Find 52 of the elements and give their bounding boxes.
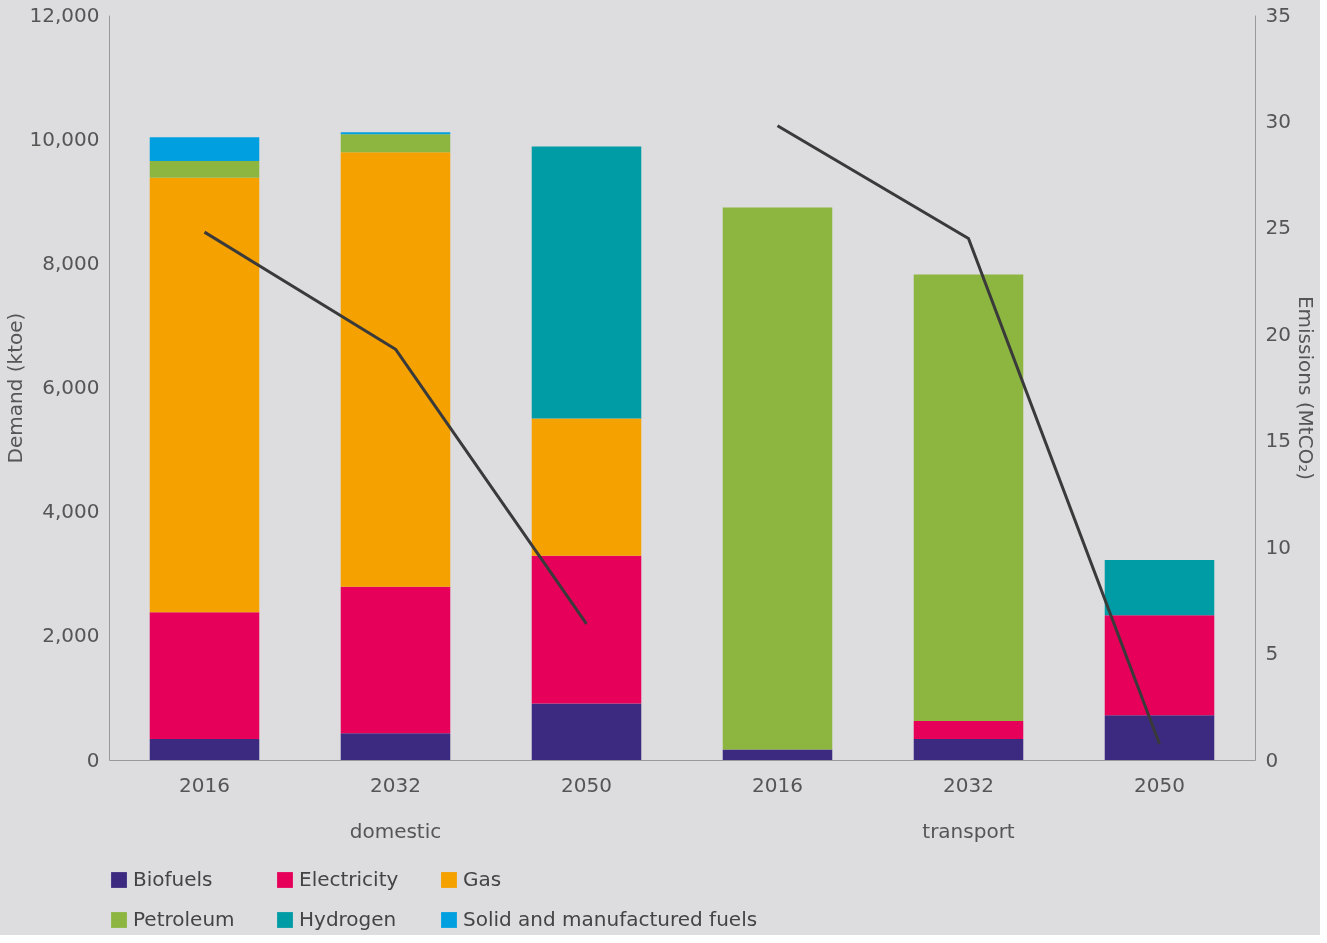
text: domestic [349,819,442,843]
y-tick-label: 8,000 [42,250,100,275]
y2-tick-label: 15 [1265,428,1291,453]
x-tick-label: 2016 [179,772,230,797]
bar [1104,715,1215,760]
y-tick-label: 6,000 [42,375,100,399]
legend-label: Hydrogen [299,907,397,931]
bar [531,555,642,704]
bar [149,160,260,178]
y2-tick-label: 35 [1265,2,1291,27]
y-tick-label: 2,000 [42,623,100,648]
bar [149,137,260,161]
text: transport [922,819,1015,843]
bar [913,274,1024,721]
bar [149,177,260,613]
bar [722,207,833,750]
x-tick-label: 2016 [752,772,803,797]
bar [149,738,260,760]
bar [340,733,451,760]
bar [913,720,1024,739]
x-tick-label: 2050 [1134,772,1185,797]
y2-tick-label: 30 [1265,108,1291,133]
bar [340,586,451,734]
y-tick-label: 10,000 [29,126,100,151]
bar [913,738,1024,760]
legend-label: Gas [463,867,502,891]
bar [340,152,451,587]
bar [149,612,260,739]
bar [531,418,642,556]
y2-tick-label: 0 [1265,747,1279,772]
legend-label: Petroleum [133,907,235,931]
bar [1104,615,1215,716]
x-tick-label: 2032 [943,772,994,797]
y2-tick-label: 5 [1265,641,1279,666]
x-tick-label: 2032 [370,772,421,797]
y2-tick-label: 10 [1265,534,1291,559]
legend-label: Solid and manufactured fuels [463,907,758,931]
y2-axis-title: Emissions (MtCO₂) [1293,295,1318,481]
bar [722,749,833,760]
legend-label: Electricity [299,867,399,891]
y-tick-label: 12,000 [29,2,100,27]
y-tick-label: 0 [86,747,100,772]
bar [531,703,642,760]
bar [1104,560,1215,616]
x-tick-label: 2050 [561,772,612,797]
bar [531,146,642,419]
bar [340,134,451,153]
y-tick-label: 4,000 [42,499,100,524]
y2-tick-label: 20 [1265,321,1291,346]
y-axis-title: Demand (ktoe) [2,312,27,464]
legend-label: Biofuels [133,867,213,891]
y2-tick-label: 25 [1265,215,1291,240]
